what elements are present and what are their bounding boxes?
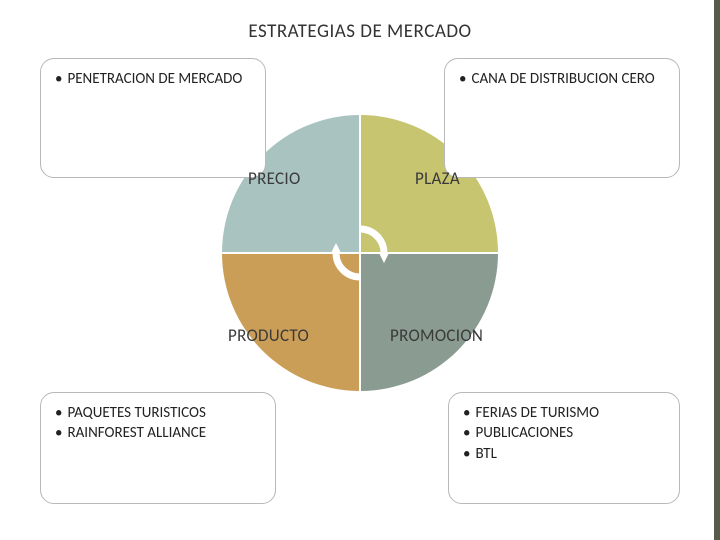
callout-box-bottom-left: •PAQUETES TURISTICOS•RAINFOREST ALLIANCE [40, 392, 276, 504]
bullet-icon: • [463, 444, 470, 464]
callout-item: •PAQUETES TURISTICOS [55, 403, 261, 423]
quadrant-label-precio: PRECIO [248, 168, 301, 189]
quadrant-label-promocion: PROMOCION [390, 325, 483, 346]
callout-text: CANA DE DISTRIBUCION CERO [471, 69, 665, 89]
callout-text: BTL [475, 444, 665, 464]
callout-item: •FERIAS DE TURISMO [463, 403, 665, 423]
callout-box-top-right: •CANA DE DISTRIBUCION CERO [444, 58, 680, 178]
callout-box-top-left: •PENETRACION DE MERCADO [40, 58, 266, 178]
page-title: ESTRATEGIAS DE MERCADO [0, 0, 720, 43]
callout-text: FERIAS DE TURISMO [475, 403, 665, 423]
callout-text: PAQUETES TURISTICOS [67, 403, 261, 423]
bullet-icon: • [463, 423, 470, 443]
callout-item: •RAINFOREST ALLIANCE [55, 423, 261, 443]
bullet-icon: • [55, 423, 62, 443]
callout-text: RAINFOREST ALLIANCE [67, 423, 261, 443]
quadrant-label-producto: PRODUCTO [228, 325, 309, 346]
callout-text: PENETRACION DE MERCADO [67, 69, 251, 89]
bullet-icon: • [463, 403, 470, 423]
quadrant-label-plaza: PLAZA [415, 168, 460, 189]
callout-item: •PENETRACION DE MERCADO [55, 69, 251, 89]
bullet-icon: • [55, 403, 62, 423]
callout-item: •PUBLICACIONES [463, 423, 665, 443]
callout-text: PUBLICACIONES [475, 423, 665, 443]
bullet-icon: • [459, 69, 466, 89]
callout-box-bottom-right: •FERIAS DE TURISMO•PUBLICACIONES•BTL [448, 392, 680, 504]
bullet-icon: • [55, 69, 62, 89]
cycle-arrows-icon [324, 217, 396, 289]
callout-item: •BTL [463, 444, 665, 464]
callout-item: •CANA DE DISTRIBUCION CERO [459, 69, 665, 89]
right-accent-bar [714, 0, 720, 540]
